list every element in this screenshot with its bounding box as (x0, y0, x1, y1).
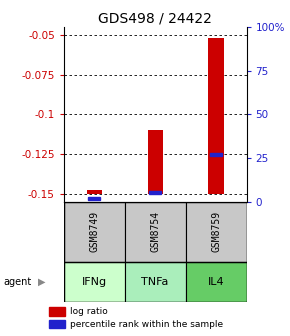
Title: GDS498 / 24422: GDS498 / 24422 (98, 12, 212, 26)
Bar (148, 130, 163, 194)
Bar (64, 262, 125, 302)
Text: GSM8749: GSM8749 (89, 211, 99, 252)
Text: TNFa: TNFa (142, 277, 169, 287)
Bar (186, 202, 246, 262)
Text: ▶: ▶ (38, 277, 45, 287)
Bar (125, 202, 186, 262)
Bar (125, 262, 186, 302)
Text: agent: agent (3, 277, 31, 287)
Text: IL4: IL4 (208, 277, 224, 287)
Bar (87, 191, 102, 194)
Text: GSM8754: GSM8754 (150, 211, 160, 252)
Bar (186, 262, 246, 302)
Text: GSM8759: GSM8759 (211, 211, 221, 252)
Bar (88, 197, 100, 200)
Bar (209, 38, 224, 194)
Text: log ratio: log ratio (70, 307, 107, 316)
Text: percentile rank within the sample: percentile rank within the sample (70, 320, 223, 329)
Bar (149, 191, 161, 195)
Bar (210, 153, 222, 156)
Bar (64, 202, 125, 262)
Text: IFNg: IFNg (82, 277, 107, 287)
